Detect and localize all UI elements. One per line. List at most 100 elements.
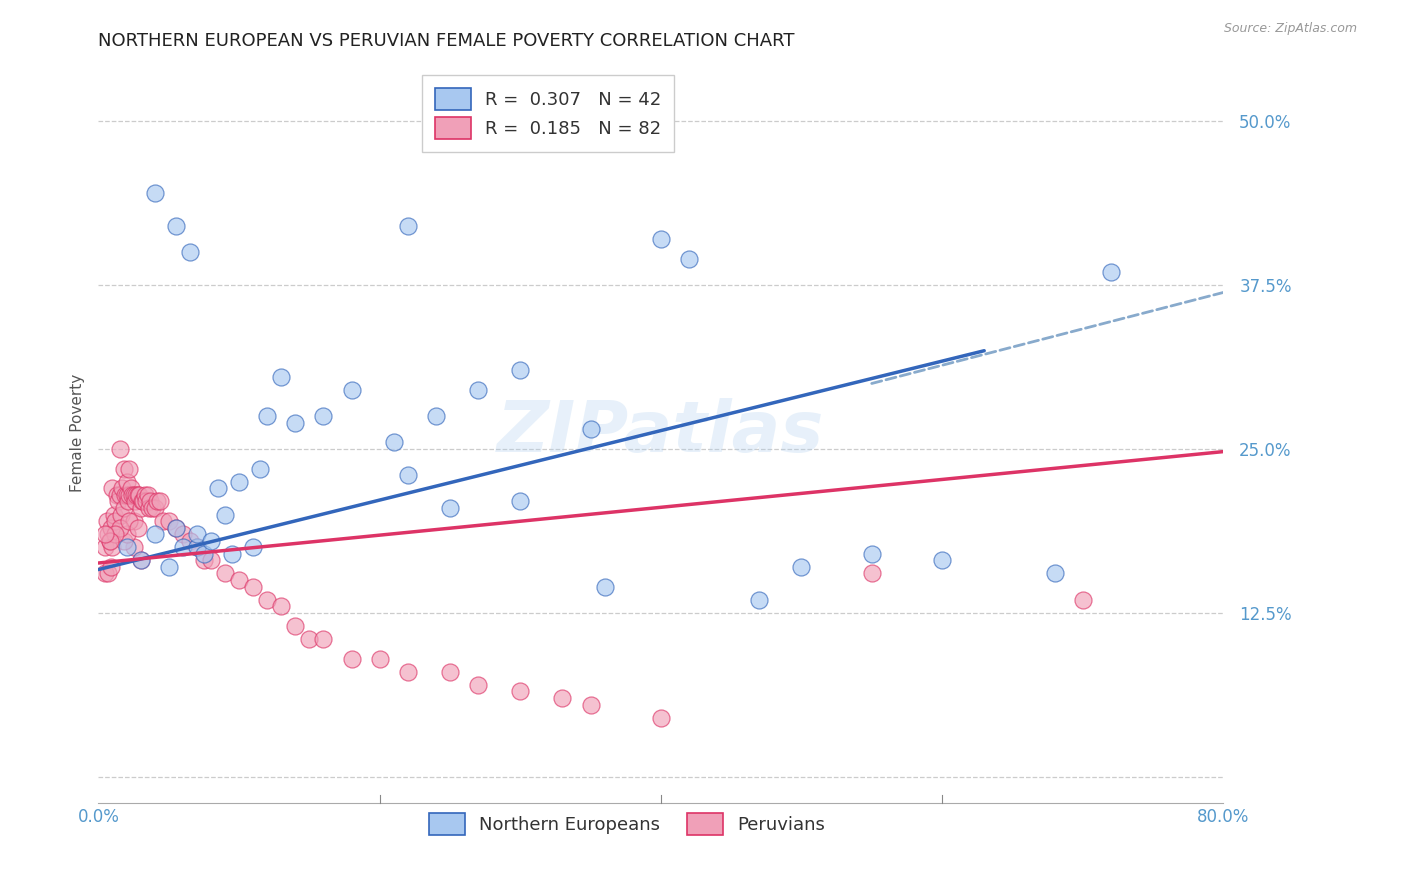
Point xyxy=(284,619,307,633)
Point xyxy=(98,533,121,548)
Point xyxy=(186,541,208,555)
Point xyxy=(242,541,264,555)
Point xyxy=(125,488,148,502)
Point xyxy=(270,599,292,614)
Point xyxy=(101,481,124,495)
Point xyxy=(193,547,215,561)
Point xyxy=(115,527,138,541)
Point xyxy=(118,514,141,528)
Point xyxy=(143,186,166,201)
Point xyxy=(256,409,278,424)
Point xyxy=(111,481,134,495)
Point xyxy=(790,560,813,574)
Point xyxy=(94,541,117,555)
Point xyxy=(107,494,129,508)
Point xyxy=(122,488,145,502)
Point xyxy=(143,500,166,515)
Point xyxy=(165,219,187,234)
Point xyxy=(179,533,201,548)
Point xyxy=(1043,566,1066,581)
Point xyxy=(249,461,271,475)
Point xyxy=(146,494,169,508)
Point xyxy=(127,521,149,535)
Point xyxy=(139,494,162,508)
Point xyxy=(256,592,278,607)
Point xyxy=(98,533,121,548)
Point xyxy=(108,442,131,456)
Point xyxy=(122,541,145,555)
Point xyxy=(509,494,531,508)
Point xyxy=(143,527,166,541)
Point xyxy=(127,488,149,502)
Point xyxy=(112,533,135,548)
Point xyxy=(396,219,419,234)
Point xyxy=(228,573,250,587)
Point xyxy=(340,651,363,665)
Legend: Northern Europeans, Peruvians: Northern Europeans, Peruvians xyxy=(415,798,839,849)
Point xyxy=(312,632,335,646)
Point xyxy=(284,416,307,430)
Point xyxy=(100,521,122,535)
Point xyxy=(105,488,128,502)
Point xyxy=(368,651,391,665)
Point xyxy=(439,665,461,679)
Point xyxy=(860,566,883,581)
Point xyxy=(439,500,461,515)
Point xyxy=(179,245,201,260)
Point xyxy=(157,560,180,574)
Point xyxy=(141,500,163,515)
Point xyxy=(221,547,243,561)
Point xyxy=(100,560,122,574)
Point xyxy=(129,553,152,567)
Point xyxy=(165,521,187,535)
Point xyxy=(131,494,153,508)
Point xyxy=(579,422,602,436)
Y-axis label: Female Poverty: Female Poverty xyxy=(69,374,84,491)
Point xyxy=(114,488,136,502)
Text: Source: ZipAtlas.com: Source: ZipAtlas.com xyxy=(1223,22,1357,36)
Point xyxy=(108,488,131,502)
Point xyxy=(149,494,172,508)
Point xyxy=(193,553,215,567)
Point xyxy=(115,541,138,555)
Point xyxy=(509,684,531,698)
Point xyxy=(270,370,292,384)
Point xyxy=(165,521,187,535)
Point xyxy=(132,494,155,508)
Point xyxy=(136,488,159,502)
Point xyxy=(110,508,132,522)
Point xyxy=(103,508,125,522)
Point xyxy=(186,527,208,541)
Point xyxy=(120,481,142,495)
Point xyxy=(340,383,363,397)
Point xyxy=(200,553,222,567)
Point xyxy=(650,711,672,725)
Point xyxy=(94,566,117,581)
Point xyxy=(124,494,146,508)
Point xyxy=(115,475,138,489)
Point xyxy=(551,690,574,705)
Point xyxy=(748,592,770,607)
Point xyxy=(207,481,229,495)
Point xyxy=(186,541,208,555)
Point xyxy=(118,488,141,502)
Point xyxy=(467,678,489,692)
Point xyxy=(97,527,120,541)
Point xyxy=(228,475,250,489)
Point xyxy=(108,521,131,535)
Point xyxy=(200,533,222,548)
Point xyxy=(396,468,419,483)
Point xyxy=(396,665,419,679)
Text: NORTHERN EUROPEAN VS PERUVIAN FEMALE POVERTY CORRELATION CHART: NORTHERN EUROPEAN VS PERUVIAN FEMALE POV… xyxy=(98,32,794,50)
Point xyxy=(242,580,264,594)
Point xyxy=(128,488,150,502)
Point xyxy=(298,632,321,646)
Point xyxy=(214,566,236,581)
Point xyxy=(467,383,489,397)
Point xyxy=(382,435,405,450)
Point xyxy=(118,461,141,475)
Point xyxy=(425,409,447,424)
Point xyxy=(101,541,124,555)
Point xyxy=(1071,592,1094,607)
Point xyxy=(96,514,118,528)
